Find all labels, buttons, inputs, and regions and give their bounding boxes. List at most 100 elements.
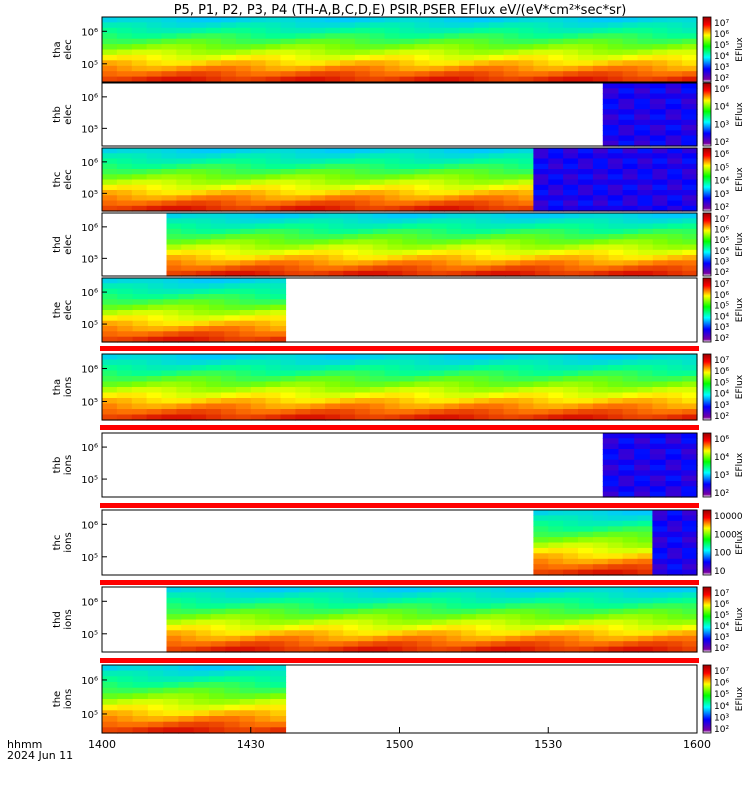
spectrogram-cell [384,392,401,399]
spectrogram-cell [607,49,624,56]
spectrogram-cell [459,184,475,191]
spectrogram-cell [578,531,594,538]
spectrogram-cell [534,239,551,246]
spectrogram-cell [131,148,148,154]
spectrogram-cell [224,326,241,332]
spectrogram-cell [254,603,271,610]
spectrogram-cell [578,163,594,170]
spectrogram-cell [534,646,551,653]
spectrogram-cell [461,223,477,230]
spectrogram-cell [473,359,490,366]
colorbar-tick-label: 10⁵ [714,690,729,700]
spectrogram-cell [459,195,475,202]
spectrogram-cell [503,54,520,61]
spectrogram-cell [592,564,609,571]
spectrogram-cell [163,294,180,300]
spectrogram-cell [473,163,490,170]
spectrogram-cell [578,381,594,388]
spectrogram-cell [638,234,654,240]
spectrogram-cell [240,265,256,272]
spectrogram-cell [473,49,490,56]
spectrogram-cell [116,359,133,366]
spectrogram-cell [131,17,148,23]
spectrogram-cell [240,597,256,604]
spectrogram-cell [414,169,430,175]
spectrogram-cell [225,646,241,653]
spectrogram-cell [518,22,534,29]
y-axis-label-species: ions [63,609,74,629]
spectrogram-cell [548,370,564,377]
spectrogram-cell [358,239,374,246]
spectrogram-cell [176,387,192,394]
spectrogram-cell [117,304,134,311]
spectrogram-cell [652,234,669,240]
spectrogram-cell [147,304,164,311]
spectrogram-cell [518,33,534,40]
spectrogram-cell [638,244,654,251]
spectrogram-cell [429,71,445,78]
spectrogram-cell [548,365,564,372]
spectrogram-cell [310,409,326,416]
spectrogram-cell [193,710,210,717]
spectrogram-cell [224,310,241,316]
spectrogram-cell [116,153,133,160]
spectrogram-cell [649,83,667,89]
spectrogram-cell [637,510,653,516]
spectrogram-cell [206,354,222,361]
spectrogram-cell [221,376,237,383]
spectrogram-cell [280,163,296,170]
spectrogram-cell [623,614,639,621]
spectrogram-cell [399,398,415,405]
spectrogram-cell [602,438,620,445]
spectrogram-cell [166,587,182,593]
spectrogram-cell [592,354,609,361]
spectrogram-cell [147,687,164,694]
spectrogram-cell [354,65,371,72]
spectrogram-cell [102,65,118,72]
spectrogram-cell [224,299,241,306]
spectrogram-cell [161,370,177,377]
spectrogram-cell [299,619,315,626]
spectrogram-cell [254,704,271,711]
spectrogram-cell [549,614,565,621]
spectrogram-cell [634,459,651,466]
spectrogram-cell [608,223,624,230]
spectrogram-cell [520,270,536,277]
spectrogram-cell [239,721,256,728]
spectrogram-cell [533,190,549,196]
spectrogram-cell [193,294,210,300]
spectrogram-cell [384,148,401,154]
spectrogram-cell [533,354,549,361]
spectrogram-cell [461,597,477,604]
spectrogram-cell [399,33,415,40]
spectrogram-cell [682,234,698,240]
spectrogram-cell [384,65,401,72]
spectrogram-cell [592,190,609,196]
spectrogram-cell [176,65,192,72]
spectrogram-cell [473,414,490,421]
y-axis-label-species: elec [63,39,74,60]
spectrogram-cell [310,33,326,40]
spectrogram-cell [221,414,237,421]
spectrogram-cell [102,398,118,405]
spectrogram-cell [578,174,594,181]
spectrogram-cell [254,315,271,322]
spectrogram-cell [295,179,311,186]
spectrogram-cell [618,454,635,461]
spectrogram-cell [667,392,683,399]
spectrogram-cell [280,200,296,207]
spectrogram-cell [564,592,580,599]
spectrogram-cell [176,71,192,78]
spectrogram-cell [592,392,609,399]
spectrogram-cell [637,403,653,410]
spectrogram-cell [503,44,520,51]
spectrogram-cell [549,592,565,599]
y-tick-label: 10⁶ [81,520,98,531]
spectrogram-cell [299,249,315,256]
spectrogram-cell [195,244,212,251]
spectrogram-cell [250,359,267,366]
spectrogram-cell [280,414,296,421]
spectrogram-cell [446,249,462,256]
spectrogram-cell [473,365,490,372]
spectrogram-cell [652,646,669,653]
